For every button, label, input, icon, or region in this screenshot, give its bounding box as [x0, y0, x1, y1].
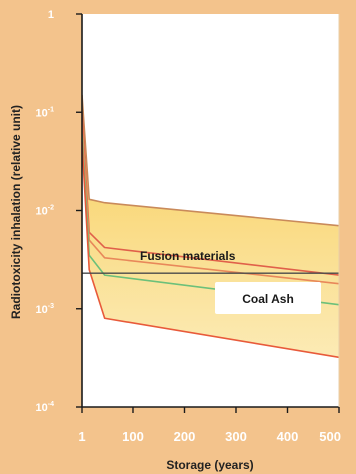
x-tick-label: 200 [174, 429, 196, 444]
coal-ash-annotation: Coal Ash [242, 292, 294, 306]
x-tick-label: 100 [122, 429, 144, 444]
series-layer [82, 94, 339, 359]
y-tick-label: 10-3 [36, 303, 55, 316]
coal-ash-label-box [215, 282, 321, 314]
y-tick-exponent: -3 [48, 303, 54, 310]
series-line-5 [82, 141, 339, 359]
series-line-1 [82, 94, 339, 227]
y-tick-label: 10-4 [36, 401, 55, 414]
x-tick-label: 300 [225, 429, 247, 444]
fusion-materials-annotation: Fusion materials [140, 249, 236, 263]
x-tick-label: 1 [78, 429, 85, 444]
x-axis-label: Storage (years) [166, 458, 253, 472]
y-tick-label: 10-2 [36, 205, 55, 218]
y-tick-label: 1 [48, 9, 54, 21]
series-line-3 [82, 121, 339, 285]
x-tick-label: 500 [319, 429, 341, 444]
y-tick-exponent: -2 [48, 205, 54, 212]
y-tick-exponent: -1 [48, 106, 54, 113]
y-tick-exponent: -4 [48, 401, 54, 408]
y-axis-label: Radiotoxicity inhalation (relative unit) [9, 105, 23, 319]
x-tick-label: 400 [277, 429, 299, 444]
y-tick-label: 10-1 [36, 106, 55, 119]
